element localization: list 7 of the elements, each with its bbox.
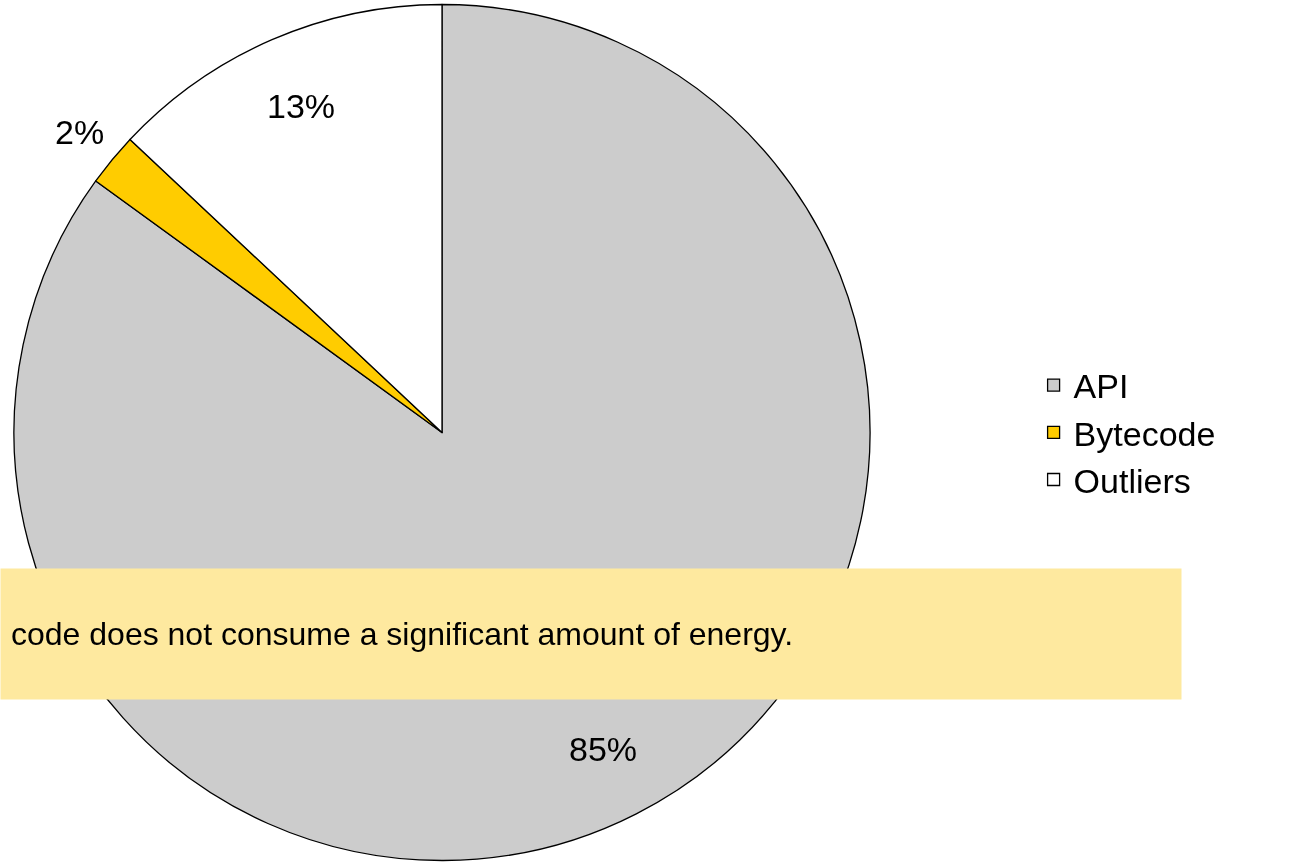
data-label: 2% xyxy=(55,113,105,151)
legend-label: API xyxy=(1073,367,1129,406)
text: code does not consume a significant amount of energy. xyxy=(11,616,794,652)
legend-label: Bytecode xyxy=(1073,414,1216,453)
data-label: 13% xyxy=(267,87,336,125)
legend-label: Outliers xyxy=(1073,461,1191,500)
data-label: 85% xyxy=(569,730,638,768)
